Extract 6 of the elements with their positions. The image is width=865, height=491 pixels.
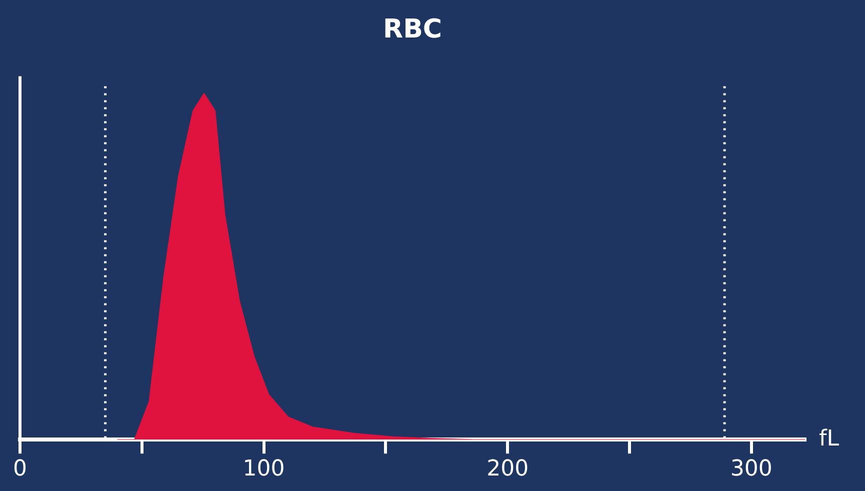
x-tick-label: 0: [13, 456, 27, 482]
x-tick-label: 100: [242, 456, 285, 482]
x-tick-label: 200: [486, 456, 529, 482]
chart-title: RBC: [383, 14, 442, 44]
x-tick-label: 300: [730, 456, 772, 482]
x-axis-title: fL: [819, 426, 840, 452]
